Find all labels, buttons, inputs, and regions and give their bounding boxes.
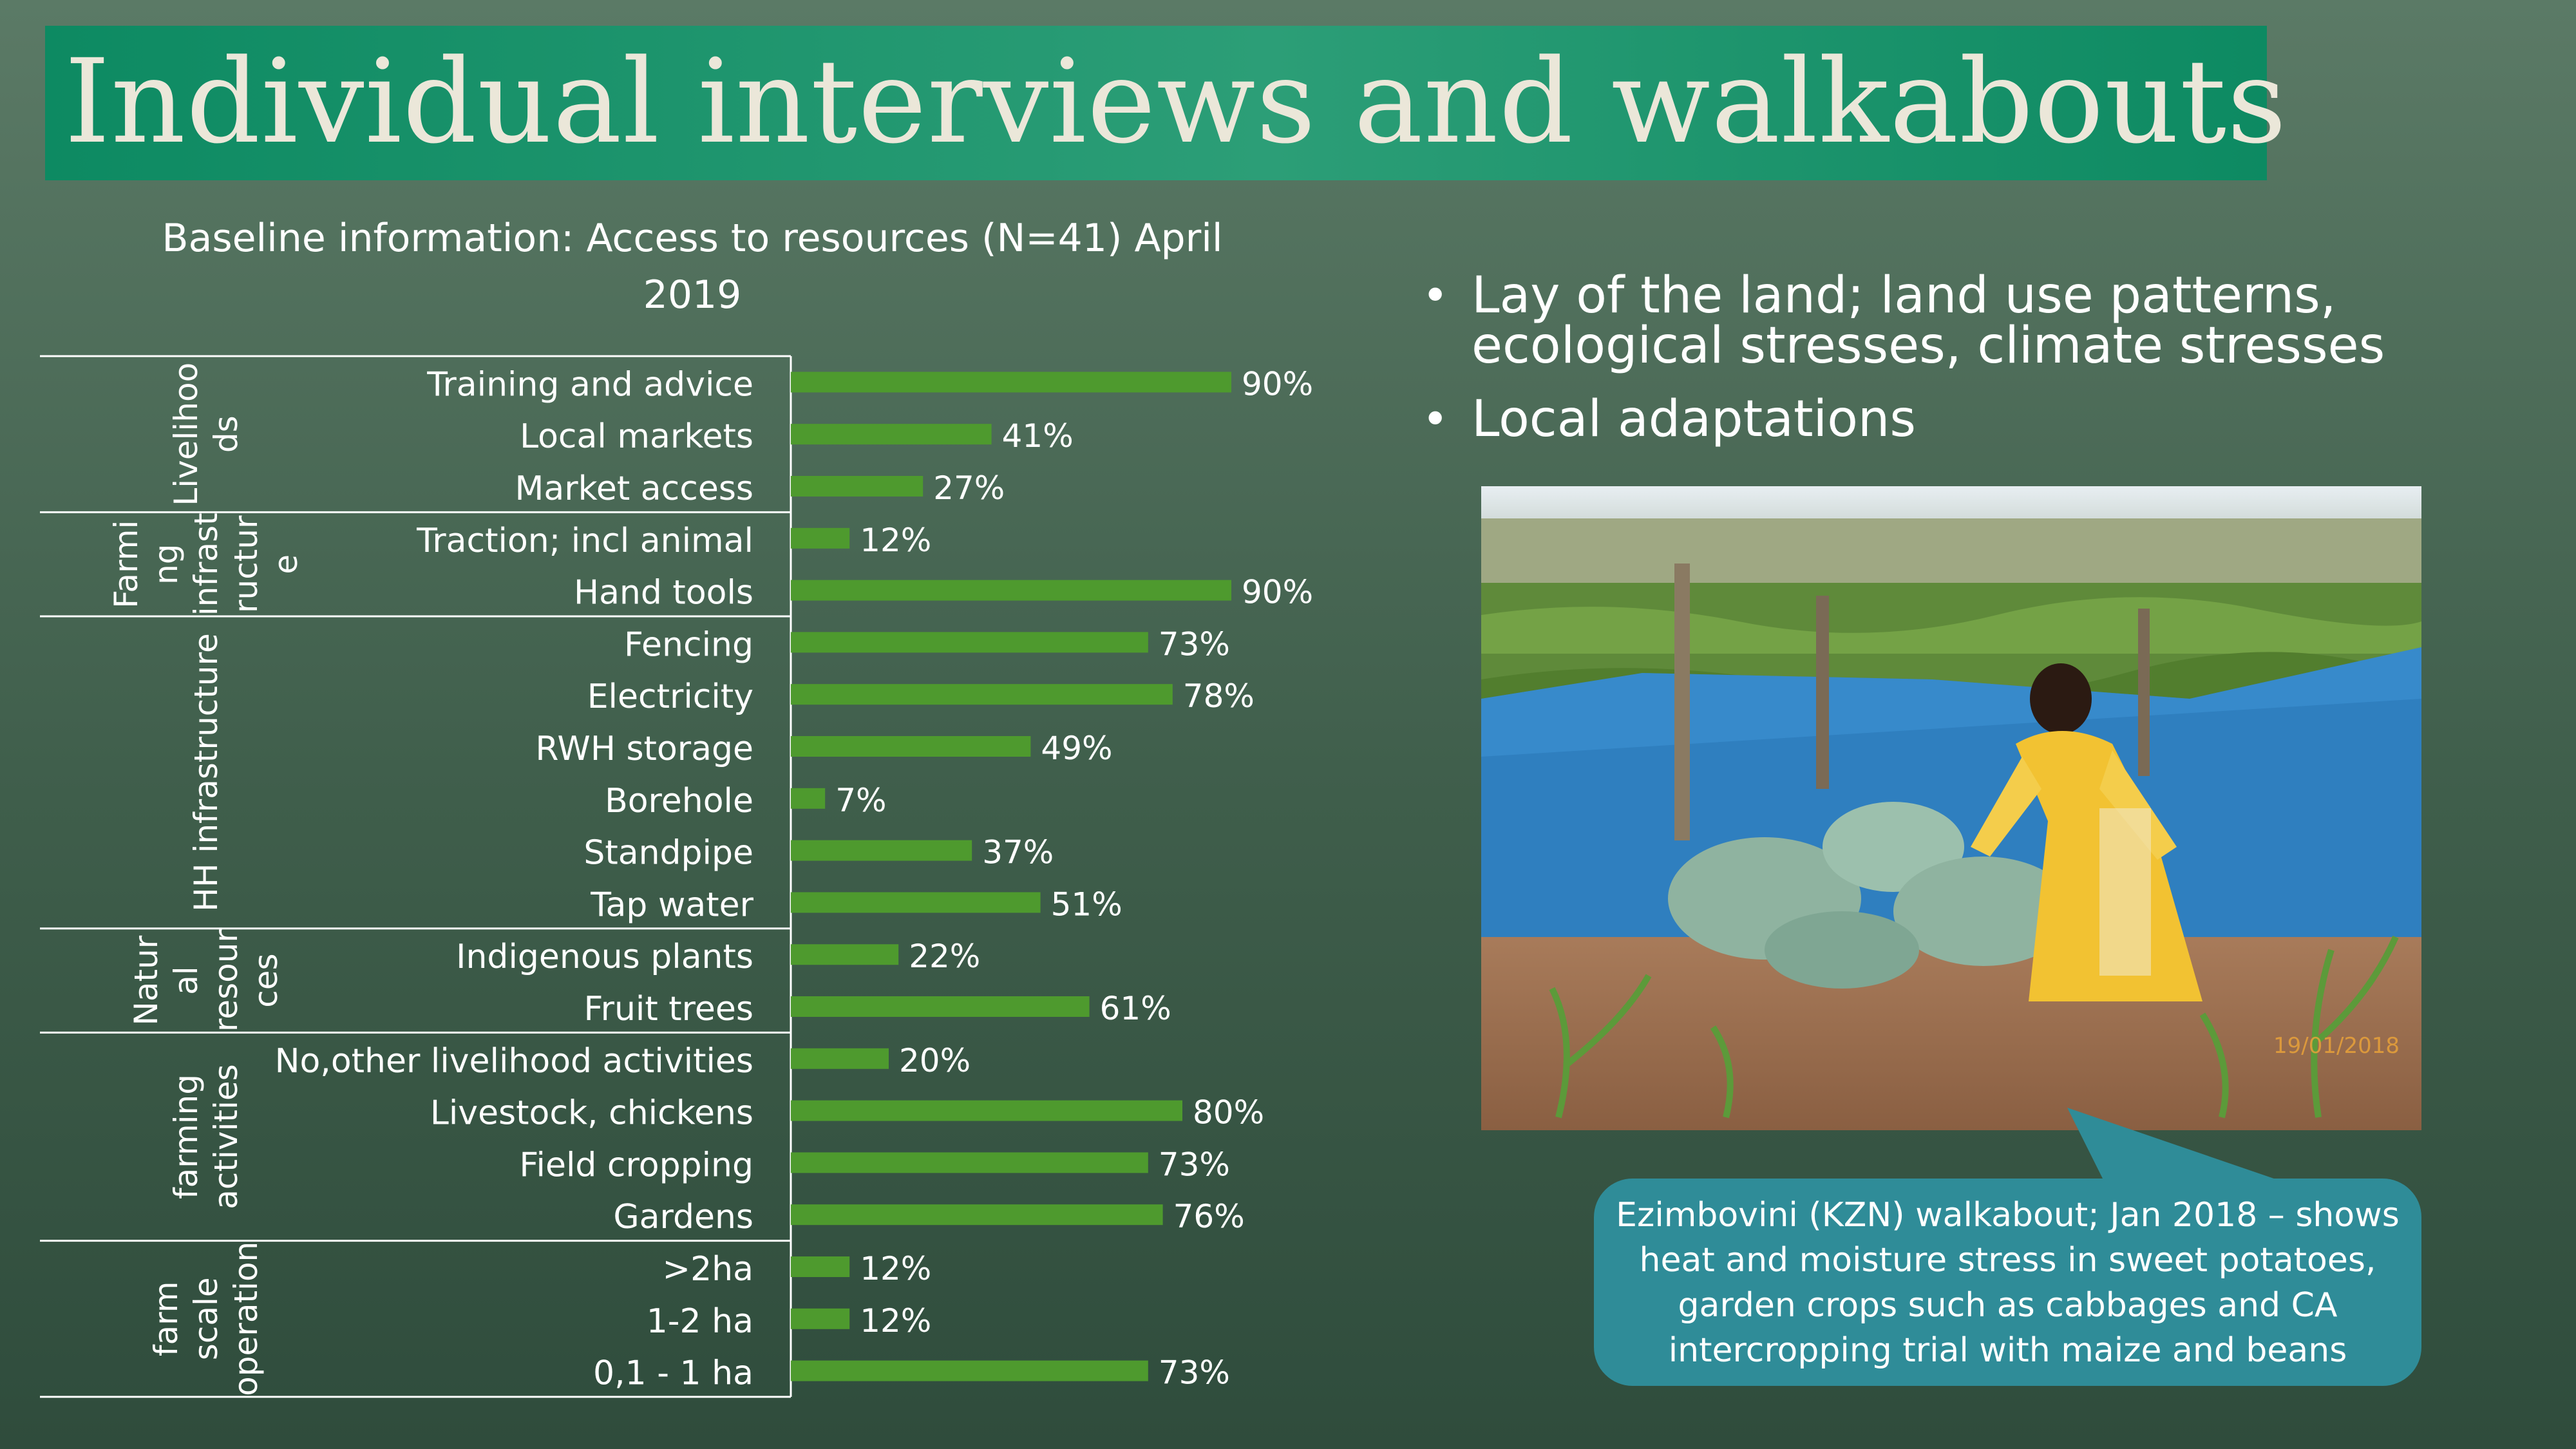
bar [791,527,850,549]
chart-category-labels: Training and advice Local markets Market a… [275,365,754,1392]
chart-value-labels: 90%41%27%12%90%73%78%49%7%37%51%22%61%20… [835,365,1313,1391]
bar [791,1100,1182,1121]
bar [791,1152,1148,1173]
garden-photo: 19/01/2018 [1481,486,2421,1130]
bar [791,1048,889,1069]
group-label: Livelihoods [167,363,245,506]
value-label: 51% [1051,886,1122,923]
category-label: Electricity [587,677,753,716]
fence-post [1674,564,1690,840]
bar [791,424,992,445]
bar [791,684,1173,705]
fence-post [1816,596,1829,789]
bullet-item-land: Lay of the land; land use patterns, ecol… [1417,270,2512,371]
bar [791,1256,850,1277]
cabbages [1668,802,2074,989]
value-label: 73% [1159,1354,1230,1392]
garden-photo-illustration: 19/01/2018 [1481,486,2421,1130]
bar [791,996,1090,1017]
category-label: Fencing [624,625,753,664]
group-label: Farminginfrastructure [108,513,305,616]
value-label: 12% [860,1250,931,1287]
category-label: Indigenous plants [456,938,753,976]
bar [791,580,1231,601]
bar [791,1308,850,1329]
bar [791,736,1031,757]
category-label: No,other livelihood activities [275,1042,753,1081]
slide-title: Individual interviews and walkabouts [64,35,2287,169]
category-label: Training and advice [426,365,753,404]
category-label: Field cropping [519,1146,753,1184]
fence-post [2138,609,2150,776]
category-label: Tap water [590,886,753,924]
category-label: Gardens [613,1198,753,1236]
bullet-list: Lay of the land; land use patterns, ecol… [1417,270,2512,468]
chart-bars [791,372,1231,1381]
category-label: >2ha [663,1250,753,1289]
value-label: 49% [1041,730,1112,767]
value-label: 80% [1193,1094,1264,1132]
maize-seedlings [1549,935,2399,1119]
value-label: 90% [1242,365,1313,402]
category-label: Borehole [605,782,753,820]
value-label: 90% [1242,574,1313,611]
distant-hills [1481,518,2421,589]
category-label: RWH storage [535,730,753,768]
category-label: Local markets [520,417,753,456]
bar [791,944,899,965]
category-label: Market access [515,469,754,508]
value-label: 12% [860,1302,931,1340]
value-label: 12% [860,522,931,559]
category-label: Livestock, chickens [430,1094,753,1133]
category-label: 1-2 ha [647,1302,753,1341]
group-label: Naturalresources [128,929,285,1032]
bullet-item-adaptations: Local adaptations [1417,394,2512,444]
value-label: 27% [933,469,1005,507]
category-label: Traction; incl animal [416,522,753,560]
bar [791,1360,1148,1381]
value-label: 20% [899,1042,971,1079]
category-label: Standpipe [583,834,753,873]
bar [791,892,1041,913]
group-label: farmingactivities [167,1064,245,1209]
category-label: Hand tools [574,574,753,612]
value-label: 76% [1173,1198,1245,1235]
value-label: 73% [1159,625,1230,663]
chart-title: Baseline information: Access to resource… [162,216,1223,317]
bar [791,632,1148,653]
category-label: 0,1 - 1 ha [593,1354,753,1393]
photo-caption-callout [1594,1179,2421,1386]
value-label: 37% [982,834,1054,871]
bar [791,476,923,497]
photo-caption-text: Ezimbovini (KZN) walkabout; Jan 2018 – s… [1616,1196,2400,1370]
value-label: 78% [1183,677,1255,715]
group-label: farmscaleoperation [147,1242,265,1396]
group-label: HH infrastructure [187,633,225,911]
woman-figure [1971,663,2202,1001]
value-label: 73% [1159,1146,1230,1183]
value-label: 7% [835,782,886,819]
category-label: Fruit trees [583,990,753,1028]
value-label: 22% [909,938,980,975]
bar [791,1204,1163,1226]
bar [791,840,972,861]
bar [791,372,1231,393]
value-label: 61% [1100,990,1171,1027]
value-label: 41% [1002,417,1074,455]
photo-date-stamp: 19/01/2018 [2273,1033,2400,1059]
title-band: Individual interviews and walkabouts [45,26,2286,180]
bar [791,788,826,809]
soil [1481,937,2421,1130]
